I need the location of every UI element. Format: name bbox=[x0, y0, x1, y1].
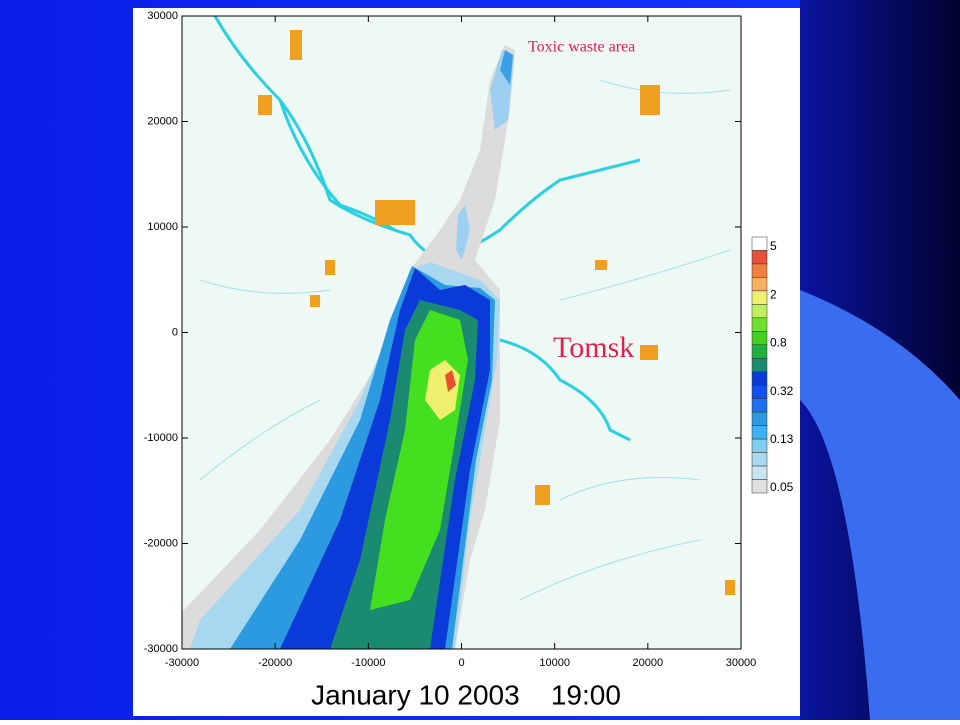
colorbar-label: 2 bbox=[770, 287, 777, 301]
plume bbox=[182, 45, 515, 649]
y-tick-label: -20000 bbox=[144, 537, 178, 549]
x-tick-label: -10000 bbox=[351, 657, 385, 669]
colorbar-swatch bbox=[751, 290, 768, 305]
y-tick-label: -30000 bbox=[144, 643, 178, 655]
colorbar-swatch bbox=[751, 371, 768, 386]
colorbar-label: 0.05 bbox=[770, 480, 794, 494]
colorbar-swatch bbox=[751, 384, 768, 399]
x-tick-label: 0 bbox=[458, 657, 464, 669]
y-tick-label: 20000 bbox=[147, 115, 178, 127]
colorbar-swatch bbox=[751, 358, 768, 372]
settlements bbox=[258, 30, 735, 595]
y-tick-label: 30000 bbox=[147, 10, 178, 22]
colorbar-swatch bbox=[751, 317, 768, 332]
annotation: Tomsk bbox=[553, 331, 634, 364]
colorbar-label: 0.13 bbox=[770, 432, 794, 446]
colorbar-swatch bbox=[751, 479, 768, 494]
colorbar-swatch bbox=[751, 465, 768, 480]
y-tick-label: -10000 bbox=[144, 432, 178, 444]
colorbar-swatch bbox=[751, 438, 768, 453]
colorbar-swatch bbox=[751, 263, 768, 278]
colorbar-swatch bbox=[751, 304, 768, 319]
colorbar-swatch bbox=[751, 411, 768, 426]
colorbar-swatch bbox=[751, 398, 768, 413]
x-tick-label: 30000 bbox=[726, 657, 757, 669]
colorbar-swatch bbox=[751, 452, 768, 467]
colorbar-label: 0.32 bbox=[770, 384, 794, 398]
colorbar-swatch bbox=[751, 236, 768, 251]
colorbar-label: 0.8 bbox=[770, 336, 787, 350]
x-tick-label: -20000 bbox=[258, 657, 292, 669]
colorbar-label: 5 bbox=[770, 239, 777, 253]
annotation: Toxic waste area bbox=[528, 39, 635, 56]
caption: January 10 2003 19:00 bbox=[311, 679, 621, 710]
y-tick-label: 10000 bbox=[147, 221, 178, 233]
x-tick-label: 10000 bbox=[539, 657, 570, 669]
colorbar-swatch bbox=[751, 331, 768, 346]
y-tick-label: 0 bbox=[172, 326, 178, 338]
x-tick-label: -30000 bbox=[165, 657, 199, 669]
streams bbox=[199, 79, 731, 601]
colorbar-swatch bbox=[751, 277, 768, 292]
colorbar-swatch bbox=[751, 344, 768, 359]
decor-swoosh bbox=[800, 290, 960, 720]
colorbar-swatch bbox=[751, 250, 768, 265]
colorbar bbox=[751, 236, 768, 494]
x-tick-label: 20000 bbox=[633, 657, 664, 669]
colorbar-swatch bbox=[751, 425, 768, 440]
